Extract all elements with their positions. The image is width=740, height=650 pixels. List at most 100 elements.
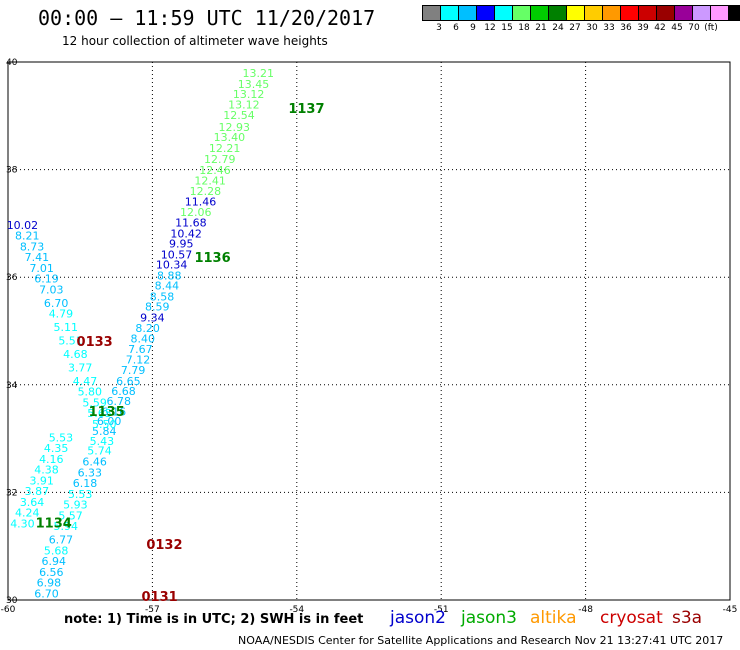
wave-height-value: 6.78 bbox=[106, 395, 131, 408]
wave-height-value: 5.57 bbox=[58, 509, 83, 522]
lon-tick-label: -60 bbox=[1, 605, 16, 615]
wave-height-value: 8.40 bbox=[131, 332, 156, 345]
wave-height-value: 3.91 bbox=[29, 474, 54, 487]
wave-height-value: 3.64 bbox=[20, 496, 45, 509]
wave-height-value: 8.44 bbox=[155, 280, 180, 293]
pass-time-label: 1135 bbox=[89, 405, 125, 420]
scale-label: 45 bbox=[671, 23, 683, 33]
pass-time-label: 0133 bbox=[77, 335, 113, 350]
legend-jason2: jason2 bbox=[390, 608, 446, 628]
wave-height-value: 4.68 bbox=[63, 348, 88, 361]
lat-tick-label: 30 bbox=[6, 596, 18, 606]
wave-height-value: 4.79 bbox=[49, 308, 74, 321]
wave-height-value: 8.88 bbox=[157, 269, 182, 282]
wave-height-value: 4.38 bbox=[34, 464, 59, 477]
wave-height-value: 6.94 bbox=[41, 555, 66, 568]
scale-label: 9 bbox=[470, 23, 476, 33]
scale-label: 36 bbox=[620, 23, 632, 33]
scale-swatch bbox=[728, 5, 740, 21]
scale-label: 24 bbox=[552, 23, 564, 33]
map-subtitle: 12 hour collection of altimeter wave hei… bbox=[62, 34, 328, 48]
wave-height-value: 7.01 bbox=[29, 262, 54, 275]
wave-height-value: 5.59 bbox=[82, 396, 107, 409]
wave-height-value: 10.57 bbox=[161, 248, 193, 261]
lon-tick-label: -45 bbox=[723, 605, 738, 615]
wave-height-value: 5.94 bbox=[54, 520, 79, 533]
pass-time-label: 1134 bbox=[36, 516, 72, 531]
pass-time-label: 1137 bbox=[288, 102, 324, 117]
units-note: note: 1) Time is in UTC; 2) SWH is in fe… bbox=[64, 612, 364, 627]
wave-height-value: 13.21 bbox=[243, 67, 275, 80]
wave-height-value: 6.68 bbox=[111, 385, 136, 398]
wave-height-value: 8.58 bbox=[150, 290, 175, 303]
pass-time-label: 0132 bbox=[146, 538, 182, 553]
wave-height-value: 4.24 bbox=[15, 507, 40, 520]
wave-height-value: 6.18 bbox=[73, 477, 98, 490]
wave-height-value: 4.35 bbox=[44, 442, 69, 455]
lon-tick-label: -51 bbox=[434, 605, 449, 615]
legend-s3a: s3a bbox=[672, 608, 703, 628]
wave-height-value: 5.93 bbox=[63, 499, 88, 512]
wave-height-value: 5.43 bbox=[90, 435, 115, 448]
legend-cryosat: cryosat bbox=[600, 608, 663, 628]
wave-height-value: 6.56 bbox=[39, 566, 64, 579]
wave-height-value: 6.46 bbox=[82, 456, 107, 469]
wave-height-value: 4.47 bbox=[73, 375, 98, 388]
wave-height-value: 8.59 bbox=[145, 301, 170, 314]
lon-tick-label: -54 bbox=[289, 605, 304, 615]
wave-height-value: 11.46 bbox=[185, 196, 217, 209]
scale-label: 12 bbox=[484, 23, 496, 33]
wave-height-value: 5.50 bbox=[92, 418, 117, 431]
scale-label: (ft) bbox=[704, 23, 718, 33]
wave-height-value: 6.16 bbox=[102, 405, 127, 418]
wave-height-value: 7.03 bbox=[39, 283, 64, 296]
wave-height-value: 13.12 bbox=[228, 98, 260, 111]
scale-label: 15 bbox=[501, 23, 513, 33]
wave-height-value: 12.46 bbox=[199, 164, 231, 177]
wave-height-value: 5.51 bbox=[58, 334, 83, 347]
wave-height-value: 9.34 bbox=[140, 311, 165, 324]
wave-height-value: 7.41 bbox=[25, 251, 50, 264]
scale-label: 33 bbox=[603, 23, 615, 33]
scale-label: 21 bbox=[535, 23, 547, 33]
wave-height-value: 5.80 bbox=[78, 386, 103, 399]
map-title: 00:00 – 11:59 UTC 11/20/2017 bbox=[38, 6, 376, 30]
wave-height-value: 3.87 bbox=[25, 485, 50, 498]
wave-height-value: 4.16 bbox=[39, 453, 64, 466]
wave-height-value: 6.77 bbox=[49, 534, 74, 547]
wave-height-value: 5.11 bbox=[54, 321, 79, 334]
wave-height-value: 5.84 bbox=[92, 425, 117, 438]
wave-height-value: 4.30 bbox=[10, 517, 35, 530]
wave-height-value: 12.28 bbox=[190, 185, 222, 198]
lat-tick-label: 36 bbox=[6, 273, 18, 283]
scale-label: 39 bbox=[637, 23, 649, 33]
wave-height-value: 5.53 bbox=[49, 431, 74, 444]
wave-height-value: 11.68 bbox=[175, 217, 207, 230]
lat-tick-label: 34 bbox=[6, 381, 18, 391]
wave-height-value: 6.70 bbox=[34, 587, 59, 600]
lon-tick-label: -48 bbox=[578, 605, 593, 615]
wave-height-value: 6.33 bbox=[78, 466, 103, 479]
wave-height-value: 10.34 bbox=[156, 259, 188, 272]
credit-line: NOAA/NESDIS Center for Satellite Applica… bbox=[238, 634, 724, 647]
wave-height-value: 5.53 bbox=[68, 488, 93, 501]
wave-height-value: 7.79 bbox=[121, 364, 146, 377]
scale-label: 70 bbox=[688, 23, 700, 33]
wave-height-value: 9.95 bbox=[169, 238, 194, 251]
wave-height-value: 12.21 bbox=[209, 142, 241, 155]
wave-height-value: 6.19 bbox=[34, 273, 59, 286]
wave-height-value: 8.20 bbox=[135, 322, 160, 335]
wave-height-value: 13.45 bbox=[238, 78, 270, 91]
wave-height-value: 6.65 bbox=[116, 375, 141, 388]
color-scale bbox=[422, 5, 740, 21]
wave-height-value: 6.98 bbox=[37, 577, 62, 590]
wave-height-value: 12.93 bbox=[218, 121, 250, 134]
wave-height-value: 13.12 bbox=[233, 88, 265, 101]
wave-height-value: 12.41 bbox=[194, 175, 226, 188]
wave-height-value: 10.02 bbox=[7, 219, 39, 232]
scale-label: 27 bbox=[569, 23, 581, 33]
wave-height-value: 5.65 bbox=[87, 407, 112, 420]
lon-tick-label: -57 bbox=[145, 605, 160, 615]
wave-height-value: 8.21 bbox=[15, 230, 40, 243]
scale-label: 18 bbox=[518, 23, 530, 33]
